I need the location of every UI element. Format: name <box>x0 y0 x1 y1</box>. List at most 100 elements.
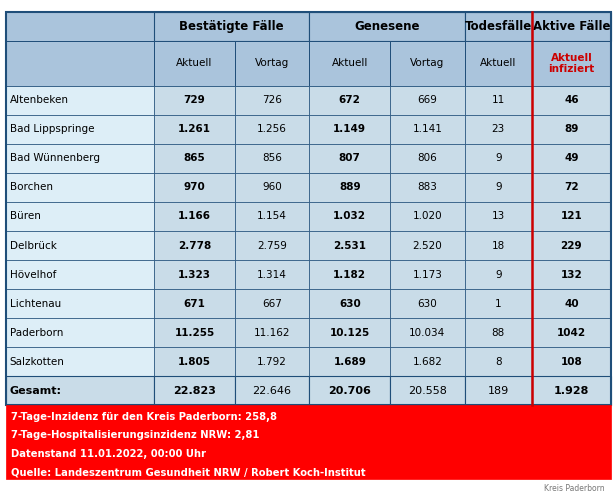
Text: 889: 889 <box>339 183 360 193</box>
Bar <box>154 318 235 347</box>
Text: 49: 49 <box>564 153 578 163</box>
Text: 1.173: 1.173 <box>413 269 442 279</box>
Bar <box>532 12 611 41</box>
Text: 22.823: 22.823 <box>173 386 216 396</box>
Text: Salzkotten: Salzkotten <box>10 357 64 367</box>
Text: 1.154: 1.154 <box>257 212 287 222</box>
Bar <box>6 144 154 173</box>
Bar <box>309 231 391 260</box>
Bar <box>391 144 465 173</box>
Text: Aktuell: Aktuell <box>332 58 368 68</box>
Text: 1.261: 1.261 <box>178 124 211 134</box>
Bar <box>235 231 309 260</box>
Bar <box>235 173 309 202</box>
Text: 1.682: 1.682 <box>413 357 442 367</box>
Bar <box>391 289 465 318</box>
Bar <box>391 260 465 289</box>
Text: Todesfälle: Todesfälle <box>465 20 532 33</box>
Bar <box>465 173 532 202</box>
Bar <box>532 144 611 173</box>
Text: Büren: Büren <box>10 212 41 222</box>
Bar <box>391 376 465 405</box>
Text: Aktuell: Aktuell <box>480 58 516 68</box>
Bar <box>6 231 154 260</box>
Text: 88: 88 <box>492 328 505 338</box>
Bar <box>235 86 309 115</box>
Text: 11.162: 11.162 <box>254 328 290 338</box>
Text: 856: 856 <box>262 153 282 163</box>
Text: 726: 726 <box>262 95 282 105</box>
Text: 1.032: 1.032 <box>333 212 367 222</box>
Bar <box>309 12 465 41</box>
Bar <box>465 144 532 173</box>
Bar <box>465 318 532 347</box>
Bar <box>154 376 235 405</box>
Text: 1042: 1042 <box>557 328 586 338</box>
Text: 1.020: 1.020 <box>413 212 442 222</box>
Bar <box>465 202 532 231</box>
Bar <box>532 115 611 144</box>
Text: Borchen: Borchen <box>10 183 53 193</box>
Bar <box>532 347 611 376</box>
Text: Gesamt:: Gesamt: <box>10 386 62 396</box>
Text: 89: 89 <box>564 124 578 134</box>
Text: Bad Lippspringe: Bad Lippspringe <box>10 124 95 134</box>
Bar <box>309 318 391 347</box>
Text: 1.792: 1.792 <box>257 357 287 367</box>
Bar <box>235 115 309 144</box>
Text: 883: 883 <box>418 183 437 193</box>
Bar <box>309 173 391 202</box>
Bar <box>465 289 532 318</box>
Bar <box>465 115 532 144</box>
Text: 1.141: 1.141 <box>413 124 442 134</box>
Bar <box>532 86 611 115</box>
Bar <box>532 231 611 260</box>
Bar <box>309 144 391 173</box>
Text: 806: 806 <box>418 153 437 163</box>
Text: 18: 18 <box>492 241 505 250</box>
Bar <box>6 12 611 405</box>
Bar <box>391 231 465 260</box>
Bar <box>6 260 154 289</box>
Bar <box>309 289 391 318</box>
Bar <box>6 289 154 318</box>
Bar <box>6 12 154 41</box>
Text: Delbrück: Delbrück <box>10 241 56 250</box>
Bar <box>235 41 309 86</box>
Bar <box>154 173 235 202</box>
Text: 10.125: 10.125 <box>330 328 370 338</box>
Text: 13: 13 <box>492 212 505 222</box>
Text: Bestätigte Fälle: Bestätigte Fälle <box>179 20 284 33</box>
Text: 1.182: 1.182 <box>333 269 367 279</box>
Text: 2.778: 2.778 <box>178 241 211 250</box>
Text: 132: 132 <box>561 269 582 279</box>
Text: 20.706: 20.706 <box>328 386 371 396</box>
Text: 229: 229 <box>561 241 582 250</box>
Bar <box>532 173 611 202</box>
Text: 672: 672 <box>339 95 360 105</box>
Text: 807: 807 <box>339 153 360 163</box>
Text: 2.531: 2.531 <box>333 241 367 250</box>
Text: Paderborn: Paderborn <box>10 328 63 338</box>
Text: 7-Tage-Hospitalisierungsinzidenz NRW: 2,81: 7-Tage-Hospitalisierungsinzidenz NRW: 2,… <box>11 430 260 440</box>
Bar <box>532 260 611 289</box>
Text: 1.314: 1.314 <box>257 269 287 279</box>
Bar <box>309 347 391 376</box>
Text: Hövelhof: Hövelhof <box>10 269 56 279</box>
Text: 9: 9 <box>495 269 502 279</box>
Bar <box>532 41 611 86</box>
Bar <box>6 318 154 347</box>
Text: 108: 108 <box>561 357 582 367</box>
Bar <box>6 202 154 231</box>
Text: 10.034: 10.034 <box>410 328 446 338</box>
Bar <box>309 86 391 115</box>
Text: 189: 189 <box>488 386 509 396</box>
Text: 960: 960 <box>262 183 282 193</box>
Bar <box>391 115 465 144</box>
Bar <box>532 318 611 347</box>
Bar <box>6 86 154 115</box>
Text: 2.520: 2.520 <box>413 241 442 250</box>
Text: 671: 671 <box>184 298 206 308</box>
Bar <box>532 289 611 318</box>
Text: 630: 630 <box>418 298 437 308</box>
